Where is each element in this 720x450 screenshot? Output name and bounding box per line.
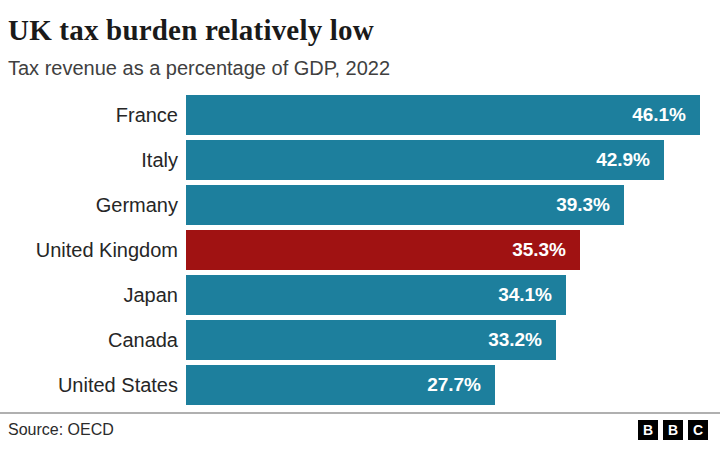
bar-row: France 46.1% [0,95,720,135]
bbc-logo: BBC [638,420,708,440]
footer: Source: OECD BBC [0,420,720,440]
bar: 46.1% [186,95,700,135]
bbc-logo-block: B [663,420,683,440]
chart-card: UK tax burden relatively low Tax revenue… [0,0,720,450]
bar: 34.1% [186,275,566,315]
bar-chart: France 46.1% Italy 42.9% Germany 39.3% United … [0,95,720,405]
category-label: Japan [0,284,186,307]
bar-row: Italy 42.9% [0,140,720,180]
bar-row: Canada 33.2% [0,320,720,360]
bar: 33.2% [186,320,556,360]
footer-divider [0,412,720,414]
value-label: 39.3% [556,194,610,216]
value-label: 27.7% [427,374,481,396]
chart-subtitle: Tax revenue as a percentage of GDP, 2022 [8,56,720,80]
chart-title: UK tax burden relatively low [8,12,720,48]
bar-highlighted: 35.3% [186,230,580,270]
value-label: 34.1% [498,284,552,306]
value-label: 35.3% [512,239,566,261]
bar-row: Japan 34.1% [0,275,720,315]
category-label: Germany [0,194,186,217]
value-label: 42.9% [596,149,650,171]
bar-row: Germany 39.3% [0,185,720,225]
bar-row: United Kingdom 35.3% [0,230,720,270]
source-label: Source: OECD [8,421,114,439]
bar: 39.3% [186,185,624,225]
bar: 27.7% [186,365,495,405]
category-label: United States [0,374,186,397]
value-label: 46.1% [632,104,686,126]
bar: 42.9% [186,140,664,180]
bbc-logo-block: B [638,420,658,440]
category-label: United Kingdom [0,239,186,262]
category-label: Canada [0,329,186,352]
bar-row: United States 27.7% [0,365,720,405]
bbc-logo-block: C [688,420,708,440]
value-label: 33.2% [488,329,542,351]
category-label: France [0,104,186,127]
category-label: Italy [0,149,186,172]
